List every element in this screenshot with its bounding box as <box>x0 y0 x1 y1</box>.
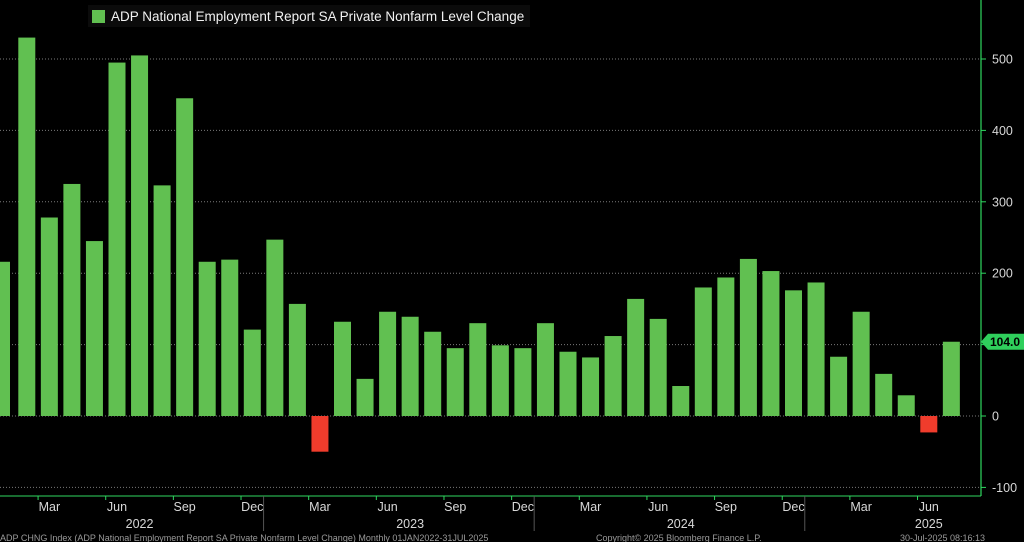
footer-copyright: Copyright© 2025 Bloomberg Finance L.P. <box>596 533 762 542</box>
bar <box>334 321 351 416</box>
bar <box>739 258 757 416</box>
x-year-label: 2022 <box>126 517 154 531</box>
x-tick-label: Jun <box>107 500 127 514</box>
x-year-label: 2024 <box>667 517 695 531</box>
footer-timestamp: 30-Jul-2025 08:16:13 <box>900 533 986 542</box>
bar <box>536 323 554 416</box>
x-tick-label: Sep <box>715 500 737 514</box>
bar <box>243 329 261 416</box>
axes: -1000100200300400500104.0MarJunSepDecMar… <box>0 0 1024 531</box>
bar <box>852 311 870 416</box>
bar <box>63 183 81 416</box>
footer-security-description: ADP CHNG Index (ADP National Employment … <box>0 533 489 542</box>
bar <box>920 416 938 433</box>
bar <box>288 303 306 416</box>
bar <box>807 282 825 416</box>
bar <box>221 259 239 416</box>
bar <box>108 62 126 416</box>
footer: ADP CHNG Index (ADP National Employment … <box>0 531 1024 542</box>
legend-swatch <box>92 9 105 23</box>
bar <box>762 271 780 416</box>
bar <box>311 416 329 452</box>
bar <box>446 348 464 416</box>
x-tick-label: Jun <box>378 500 398 514</box>
bar <box>694 287 712 416</box>
x-tick-label: Dec <box>241 500 263 514</box>
bar <box>469 323 487 416</box>
x-tick-label: Dec <box>782 500 804 514</box>
bar <box>559 351 577 416</box>
x-tick-label: Mar <box>580 500 602 514</box>
bar <box>176 98 194 417</box>
bar <box>266 239 284 416</box>
bar <box>514 348 532 416</box>
y-tick-label: 0 <box>992 410 999 424</box>
legend: ADP National Employment Report SA Privat… <box>88 5 531 27</box>
y-tick-label: -100 <box>992 481 1017 495</box>
last-value-label: 104.0 <box>990 335 1020 349</box>
bar <box>875 373 893 416</box>
bar <box>424 331 442 416</box>
x-tick-label: Dec <box>512 500 534 514</box>
y-tick-label: 400 <box>992 124 1013 138</box>
y-tick-label: 500 <box>992 53 1013 67</box>
x-tick-label: Sep <box>444 500 466 514</box>
x-tick-label: Jun <box>648 500 668 514</box>
bar <box>85 241 103 416</box>
y-tick-label: 200 <box>992 267 1013 281</box>
bar <box>18 37 36 416</box>
bar <box>40 217 58 416</box>
bar <box>491 345 509 416</box>
bar <box>153 185 171 416</box>
last-value-box <box>981 333 1024 350</box>
bar <box>582 357 600 416</box>
bar <box>672 386 690 416</box>
x-year-label: 2023 <box>396 517 424 531</box>
bar <box>830 356 848 416</box>
bar <box>0 261 10 416</box>
y-tick-label: 300 <box>992 195 1013 209</box>
legend-label: ADP National Employment Report SA Privat… <box>111 8 525 24</box>
bar <box>198 261 216 416</box>
x-tick-label: Sep <box>174 500 196 514</box>
bar <box>717 277 735 416</box>
bar <box>379 311 397 416</box>
bar <box>897 395 915 416</box>
x-tick-label: Mar <box>850 500 872 514</box>
bar <box>401 316 419 416</box>
x-tick-label: Mar <box>39 500 61 514</box>
bar <box>627 298 645 416</box>
bar <box>604 336 622 416</box>
x-tick-label: Mar <box>309 500 331 514</box>
bar <box>785 290 802 416</box>
bar <box>942 341 960 416</box>
bar <box>649 318 667 416</box>
bars <box>0 37 960 452</box>
x-year-label: 2025 <box>915 517 943 531</box>
bar <box>131 55 149 417</box>
x-tick-label: Jun <box>919 500 939 514</box>
bar <box>356 378 374 416</box>
